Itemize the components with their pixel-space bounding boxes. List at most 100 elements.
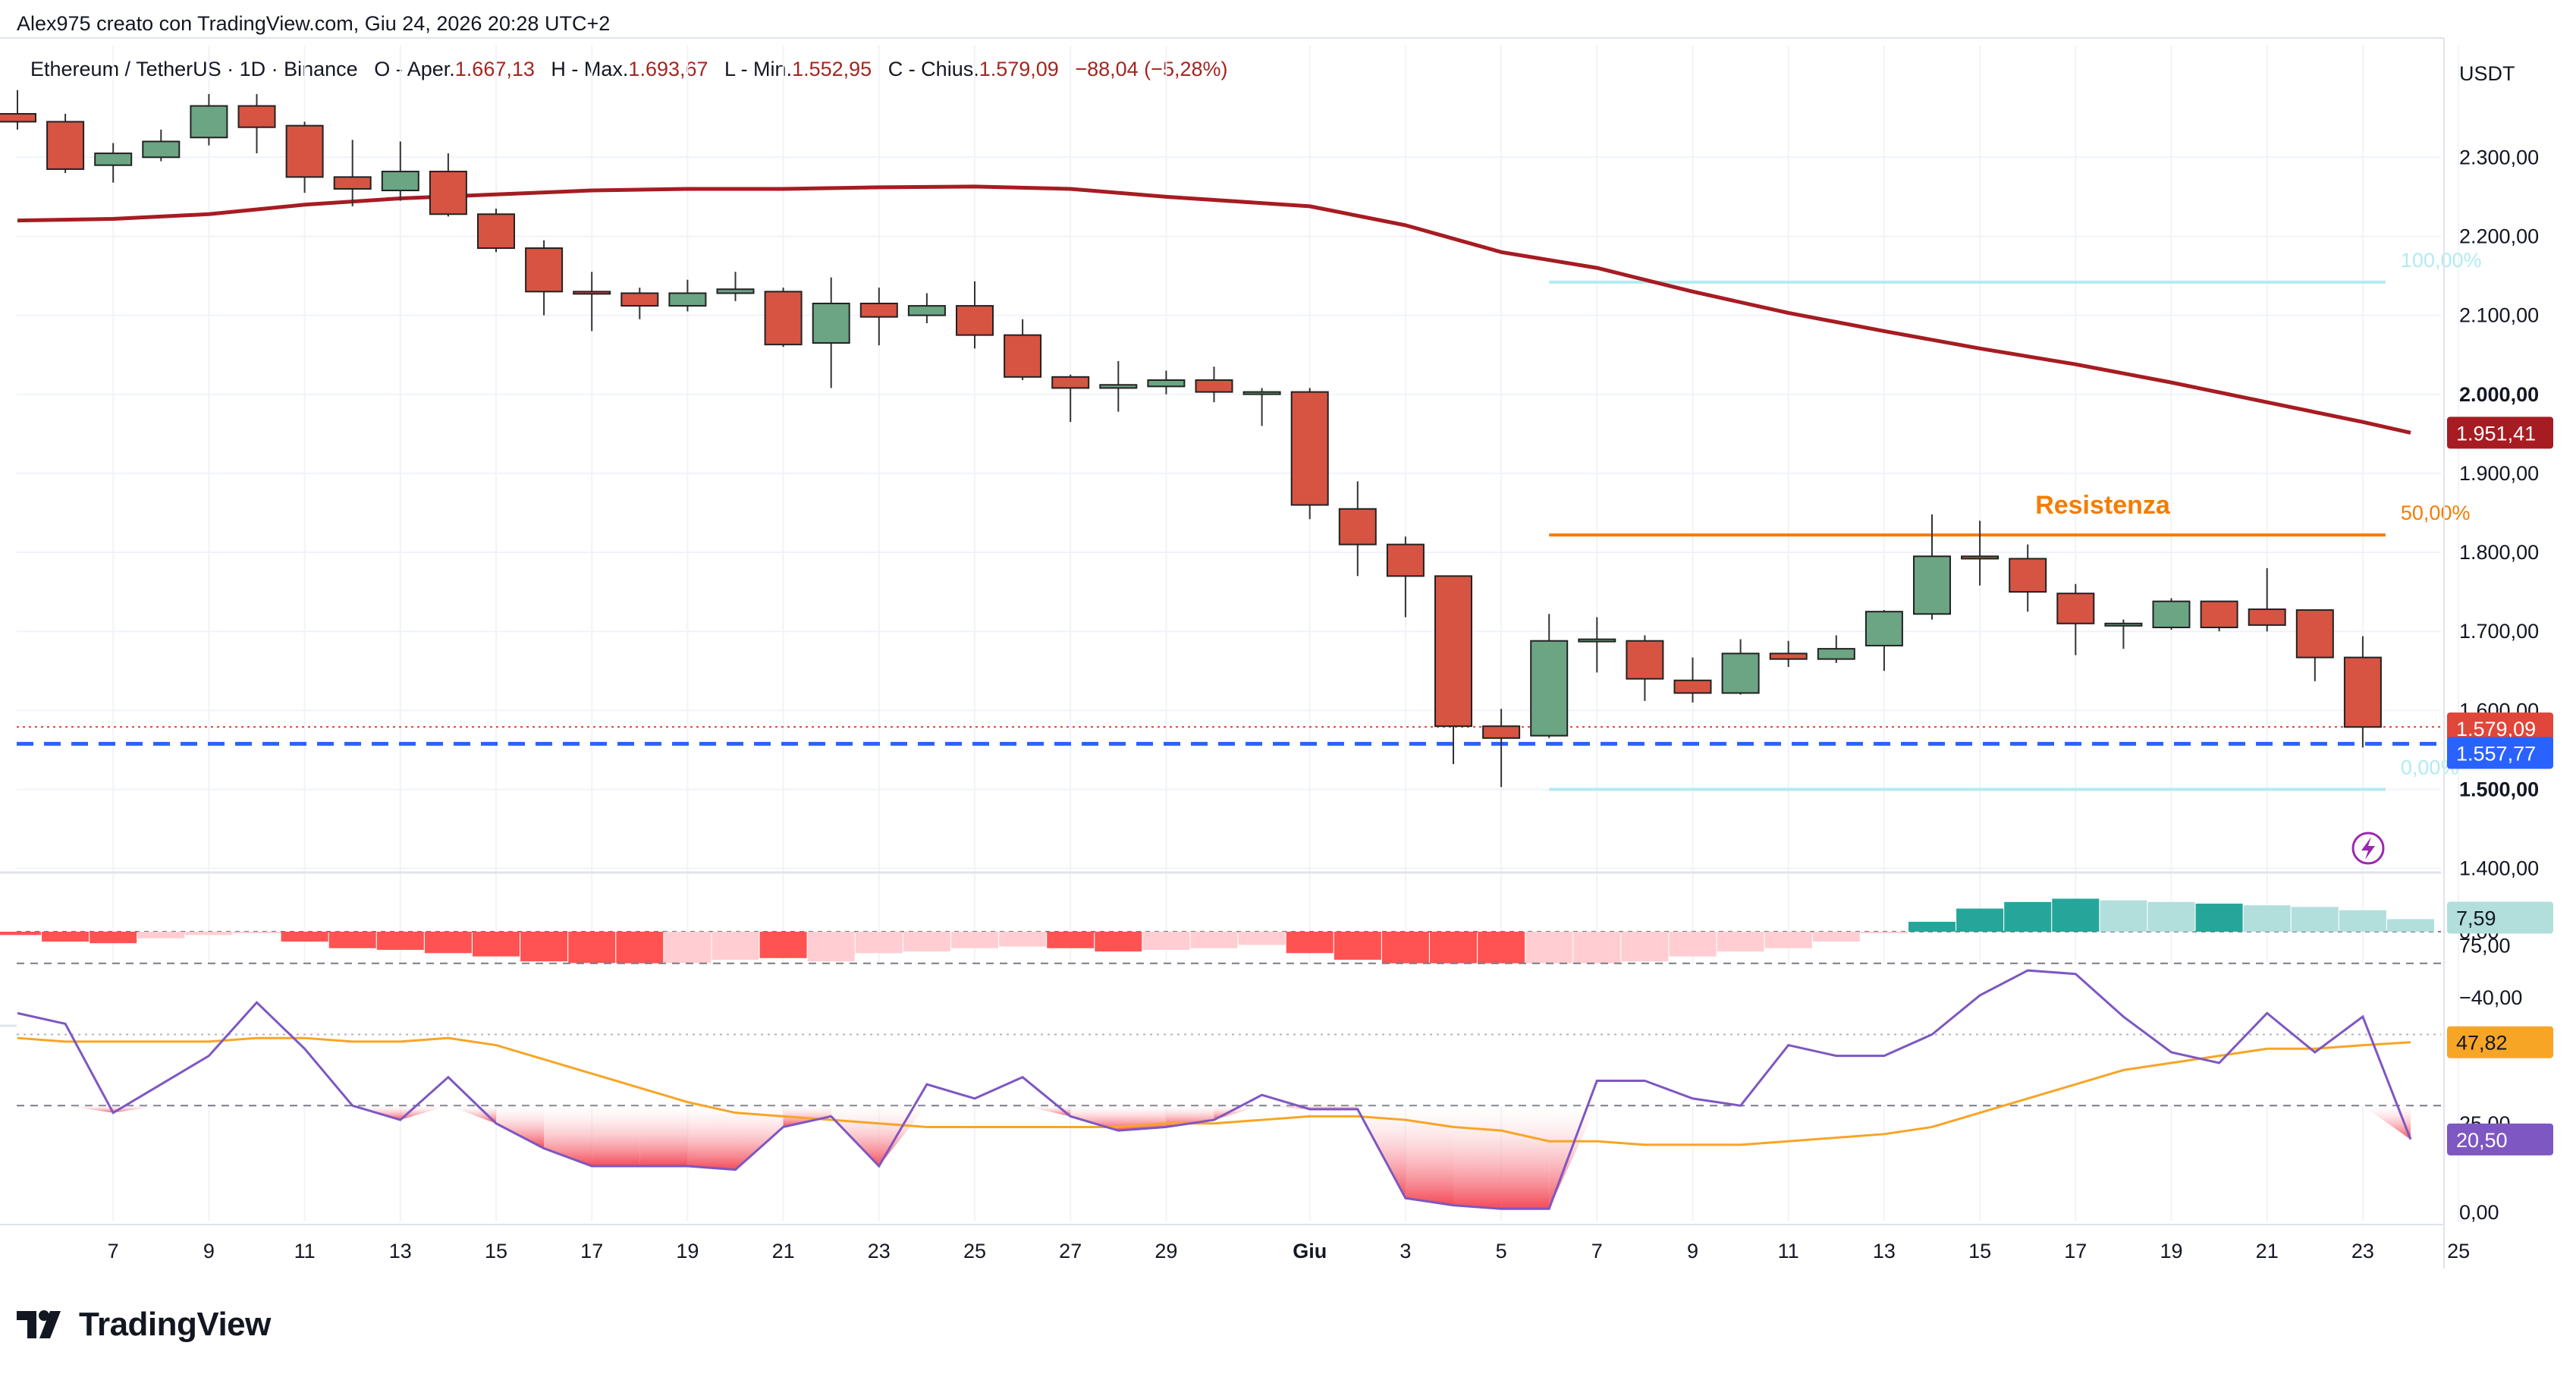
candle-body [1673,679,1712,694]
rsi-oversold-fill [496,1105,545,1149]
fib-level-label: 50,00% [2401,501,2471,524]
tradingview-brand[interactable]: TradingView [17,1303,271,1346]
candle-body [668,292,707,307]
price-tick-label: 1.700,00 [2459,620,2539,643]
candle [1530,614,1569,738]
time-axis[interactable]: 7 9 11 13 15 17 19 21 23 25 27 29 Giu 3 5 7 9 11 13 15 17 19 2… [0,1224,2470,1262]
candle-body [1864,611,1903,646]
histogram-bar [1095,932,1142,952]
candle [1338,481,1377,577]
candle-body [2104,622,2143,627]
rsi-ma-value-tag-bg [2447,1026,2553,1058]
price-tick-label: 2.200,00 [2459,225,2539,247]
candle [46,114,85,174]
lightning-icon[interactable] [2351,832,2385,865]
time-tick-label: 19 [676,1240,699,1262]
hist-value-tag: 7,59 [2447,901,2553,934]
candle [2104,619,2143,649]
time-tick-label: 23 [868,1240,891,1262]
histogram-bar [1764,932,1812,948]
histogram-bar [281,932,328,942]
candle [2248,568,2286,632]
resistance-label: Resistenza [2035,491,2171,520]
time-tick-label: 15 [1968,1240,1991,1262]
histogram-bar [2100,900,2147,932]
rsi-value-tag: 20,50 [2447,1123,2553,1155]
candle-body [1290,391,1329,506]
rsi-ma-value-tag: 47,82 [2447,1026,2553,1058]
rsi-oversold-fill [65,1105,114,1113]
candle-body [285,124,324,178]
price-tags: 1.951,41 1.579,091.557,77 7,59 47,82 20,50 [2447,417,2553,1155]
rsi-oversold-fill [1023,1105,1071,1117]
candle-body [907,305,946,316]
time-tick-label: 27 [1059,1240,1082,1262]
candle [1099,361,1138,412]
lightning-circle [2351,832,2385,865]
histogram-bar [807,932,855,962]
candle-body [812,302,850,344]
histogram-bar [1812,932,1860,942]
candle-body [333,176,372,190]
tradingview-logo-icon [17,1310,61,1338]
change-value: −88,04 (−5,28%) [1075,58,1228,80]
candle-body [1961,555,2000,560]
candle-body [1195,379,1233,393]
candle-body [2295,609,2334,659]
histogram-bar [1381,932,1429,967]
histogram-bar [2052,898,2100,932]
histogram-bar [1573,932,1621,965]
histogram-bar [1908,921,1956,932]
support-price-tag-bg [2447,737,2553,769]
histogram-bar [2339,910,2386,932]
candle [190,93,228,146]
histogram-bar [1142,932,1190,950]
candle-body [859,302,898,318]
rsi-ma-line [17,1036,2411,1146]
fibonacci-retracement[interactable]: 100,00%50,00%0,00%Resistenza [17,249,2481,791]
rsi-oversold-fill [1453,1105,1502,1209]
candle [0,90,36,130]
candle [1864,610,1903,671]
candle-body [381,171,419,192]
histogram-bar [90,932,137,944]
last-price-tag-bg [2447,712,2553,745]
candle-body [142,140,181,159]
time-tick-label: 11 [1778,1240,1799,1262]
time-tick-label: 7 [108,1240,119,1262]
histogram-bar [1717,932,1764,952]
rsi-oversold-fill [1405,1105,1453,1206]
rsi-oversold-fill [639,1105,688,1167]
candle [1673,657,1712,703]
rsi-tick-label: 75,00 [2459,934,2511,957]
price-tick-label: 1.500,00 [2459,778,2539,801]
close-label: C - Chius. [887,58,979,80]
candle [237,93,276,154]
candle [764,288,803,347]
candle [812,277,850,388]
time-tick-label: 9 [1687,1240,1698,1262]
candle [1961,520,2000,586]
candle-body [1242,391,1281,395]
time-tick-label: 13 [1873,1240,1896,1262]
hist-tick-label: −40,00 [2459,986,2522,1009]
candle-body [2343,656,2382,728]
candle [1242,388,1281,426]
time-tick-label: 29 [1154,1240,1177,1262]
histogram-bar [328,932,376,948]
high-label: H - Max. [551,58,629,80]
rsi-pane [17,962,2441,1210]
candle [1817,635,1855,663]
symbol-name[interactable]: Ethereum / TetherUS · 1D · Binance [30,58,358,80]
time-tick-label: 21 [2256,1240,2279,1262]
candle [668,279,707,312]
histogram-bar [712,932,759,960]
rsi-oversold-fill [1501,1105,1550,1209]
histogram-bar [2195,904,2243,932]
histogram-bar [0,932,41,935]
candle-body [1099,384,1138,389]
histogram-bar [473,932,520,957]
candle-body [1434,575,1472,728]
price-tick-label: 2.300,00 [2459,146,2539,168]
